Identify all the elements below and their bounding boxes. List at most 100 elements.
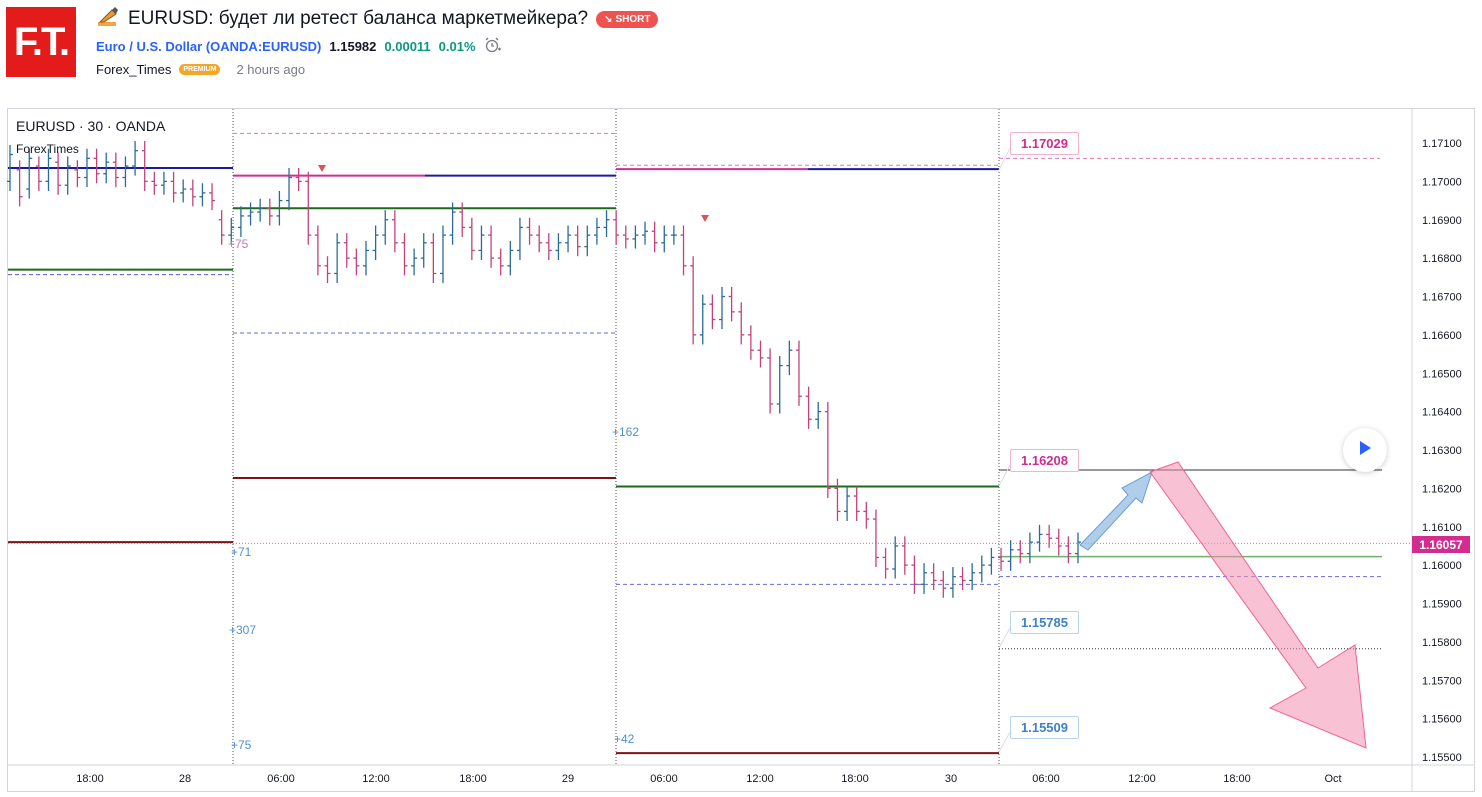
callout-pointer bbox=[998, 464, 1011, 487]
candle bbox=[998, 547, 1005, 571]
y-tick-label: 1.16100 bbox=[1422, 522, 1462, 534]
x-tick-label: 30 bbox=[945, 773, 957, 785]
candle bbox=[969, 563, 976, 591]
candle bbox=[372, 225, 379, 261]
last-price: 1.15982 bbox=[329, 38, 377, 54]
price-change: 0.00011 bbox=[384, 38, 431, 54]
candle bbox=[1036, 524, 1043, 552]
author-name[interactable]: Forex_Times bbox=[96, 61, 172, 77]
candle bbox=[795, 340, 802, 406]
candle bbox=[757, 340, 764, 368]
short-badge-label: SHORT bbox=[615, 13, 651, 25]
candle bbox=[555, 233, 562, 261]
candle bbox=[478, 225, 485, 261]
candle bbox=[74, 160, 81, 188]
candle bbox=[824, 402, 831, 498]
price-callout[interactable]: 1.15785 bbox=[1010, 611, 1079, 634]
y-tick-label: 1.15500 bbox=[1422, 752, 1462, 764]
symbol-name[interactable]: Euro / U.S. Dollar bbox=[96, 38, 203, 54]
candle bbox=[516, 217, 523, 261]
x-tick-label: 28 bbox=[179, 773, 191, 785]
candle bbox=[959, 567, 966, 591]
alarm-clock-icon[interactable] bbox=[484, 37, 502, 56]
projection-arrow-down bbox=[1149, 461, 1367, 749]
candle bbox=[209, 183, 216, 211]
x-tick-label: 06:00 bbox=[1032, 773, 1060, 785]
x-tick-label: 18:00 bbox=[459, 773, 487, 785]
author-logo[interactable] bbox=[6, 7, 76, 77]
candle bbox=[776, 355, 783, 414]
chart-legend-indicator: ForexTimes bbox=[16, 142, 79, 156]
candle bbox=[632, 225, 639, 249]
play-icon bbox=[1357, 439, 1373, 462]
fractal-marker bbox=[318, 165, 326, 172]
candle bbox=[55, 152, 62, 195]
candle bbox=[430, 233, 437, 284]
x-tick-label: 06:00 bbox=[650, 773, 678, 785]
candle bbox=[536, 225, 543, 253]
callout-pointer bbox=[998, 147, 1011, 171]
price-callout[interactable]: 1.15509 bbox=[1010, 716, 1079, 739]
candle bbox=[507, 240, 514, 276]
fractal-marker bbox=[701, 215, 709, 222]
y-tick-label: 1.16400 bbox=[1422, 407, 1462, 419]
candle bbox=[488, 225, 495, 268]
current-price-tag: 1.16057 bbox=[1412, 536, 1470, 553]
price-callout[interactable]: 1.16208 bbox=[1010, 449, 1079, 472]
callout-pointer bbox=[998, 627, 1011, 649]
candle bbox=[305, 171, 312, 245]
candle bbox=[218, 210, 225, 245]
premium-badge: PREMIUM bbox=[179, 63, 221, 75]
candle bbox=[670, 225, 677, 245]
candle bbox=[401, 233, 408, 276]
symbol-row: Euro / U.S. Dollar (OANDA:EURUSD) 1.1598… bbox=[96, 37, 502, 55]
candle bbox=[411, 248, 418, 276]
candle bbox=[363, 240, 369, 276]
x-tick-label: Oct bbox=[1324, 773, 1341, 785]
candle bbox=[728, 286, 735, 322]
candle bbox=[468, 217, 475, 261]
projection-arrow-up bbox=[1079, 470, 1153, 551]
candle bbox=[834, 478, 841, 521]
candle bbox=[872, 509, 879, 568]
candle bbox=[690, 256, 697, 345]
candle bbox=[16, 160, 23, 207]
candle bbox=[949, 567, 956, 598]
logo-text: F.T. bbox=[13, 19, 70, 64]
candle bbox=[747, 325, 754, 360]
candle bbox=[978, 555, 985, 583]
candle bbox=[709, 294, 716, 330]
candle bbox=[940, 570, 947, 598]
chart-frame bbox=[7, 108, 1475, 792]
candle bbox=[786, 340, 793, 376]
play-replay-button[interactable] bbox=[1343, 428, 1387, 472]
candle bbox=[805, 386, 812, 429]
level-label: +162 bbox=[612, 425, 640, 439]
candle bbox=[420, 233, 427, 268]
candle bbox=[45, 148, 52, 191]
candle bbox=[391, 210, 398, 253]
candle bbox=[237, 206, 244, 238]
callout-pointer bbox=[998, 731, 1011, 753]
candle bbox=[439, 225, 446, 284]
candle bbox=[141, 141, 148, 191]
candle bbox=[189, 179, 196, 207]
candle bbox=[911, 555, 918, 594]
price-callout[interactable]: 1.17029 bbox=[1010, 132, 1079, 155]
candle bbox=[1007, 540, 1014, 571]
pencil-icon bbox=[96, 6, 120, 33]
y-tick-label: 1.16900 bbox=[1422, 215, 1462, 227]
candle bbox=[314, 225, 321, 276]
candle bbox=[1026, 532, 1033, 564]
x-tick-label: 12:00 bbox=[362, 773, 390, 785]
candle bbox=[35, 156, 42, 191]
author-row: Forex_Times PREMIUM 2 hours ago bbox=[96, 60, 305, 78]
level-label: +71 bbox=[231, 545, 252, 559]
y-tick-label: 1.15800 bbox=[1422, 637, 1462, 649]
symbol-code[interactable]: OANDA:EURUSD bbox=[210, 38, 318, 54]
publish-time: 2 hours ago bbox=[236, 61, 306, 77]
arrow-down-right-icon: ↘ bbox=[604, 13, 613, 25]
candle bbox=[988, 547, 995, 575]
symbol-link[interactable]: Euro / U.S. Dollar (OANDA:EURUSD) bbox=[96, 38, 322, 54]
